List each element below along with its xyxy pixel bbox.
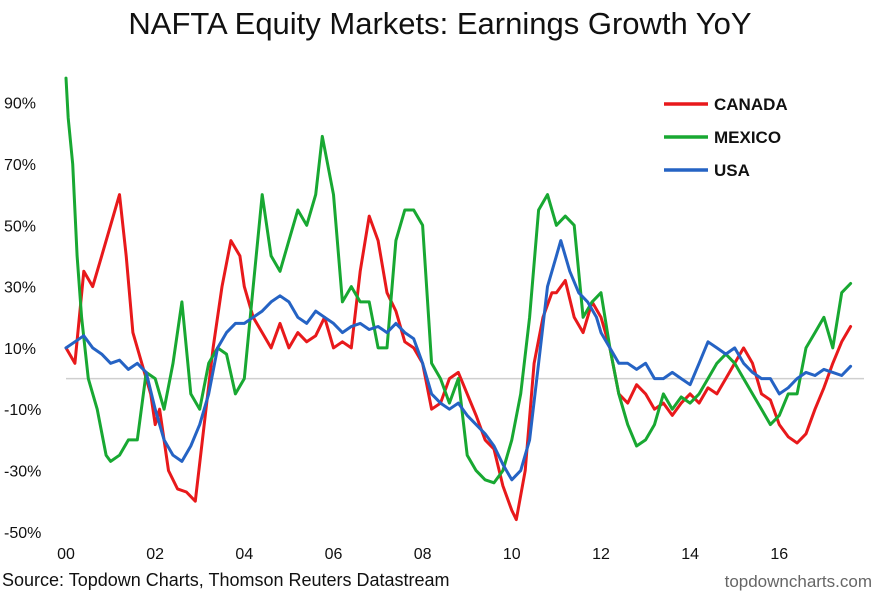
legend: CANADA MEXICO USA [664, 95, 788, 180]
source-note: Source: Topdown Charts, Thomson Reuters … [2, 570, 450, 590]
y-tick-label: 50% [4, 218, 36, 235]
series-line-canada [64, 193, 853, 522]
y-tick-label: 10% [4, 341, 36, 358]
x-tick-label: 00 [57, 546, 75, 563]
y-axis-ticks: 90% 70% 50% 30% 10% -10% -30% -50% [4, 96, 41, 542]
x-tick-label: 10 [503, 546, 521, 563]
legend-label-canada: CANADA [714, 95, 788, 114]
x-tick-label: 06 [325, 546, 343, 563]
legend-label-mexico: MEXICO [714, 128, 781, 147]
y-tick-label: 70% [4, 157, 36, 174]
x-tick-label: 02 [146, 546, 164, 563]
legend-label-usa: USA [714, 161, 750, 180]
x-tick-label: 14 [681, 546, 699, 563]
series-line-mexico [64, 76, 853, 485]
series-line-usa [64, 239, 853, 482]
x-tick-label: 16 [770, 546, 788, 563]
watermark: topdowncharts.com [724, 572, 872, 591]
y-tick-label: 30% [4, 280, 36, 297]
series-lines [64, 76, 853, 522]
x-tick-label: 08 [414, 546, 432, 563]
x-tick-label: 04 [235, 546, 253, 563]
y-tick-label: -10% [4, 402, 41, 419]
y-tick-label: -50% [4, 525, 41, 542]
y-tick-label: 90% [4, 96, 36, 113]
y-tick-label: -30% [4, 464, 41, 481]
x-axis-ticks: 00 02 04 06 08 10 12 14 16 [57, 546, 788, 563]
x-tick-label: 12 [592, 546, 610, 563]
chart-title: NAFTA Equity Markets: Earnings Growth Yo… [128, 6, 752, 41]
